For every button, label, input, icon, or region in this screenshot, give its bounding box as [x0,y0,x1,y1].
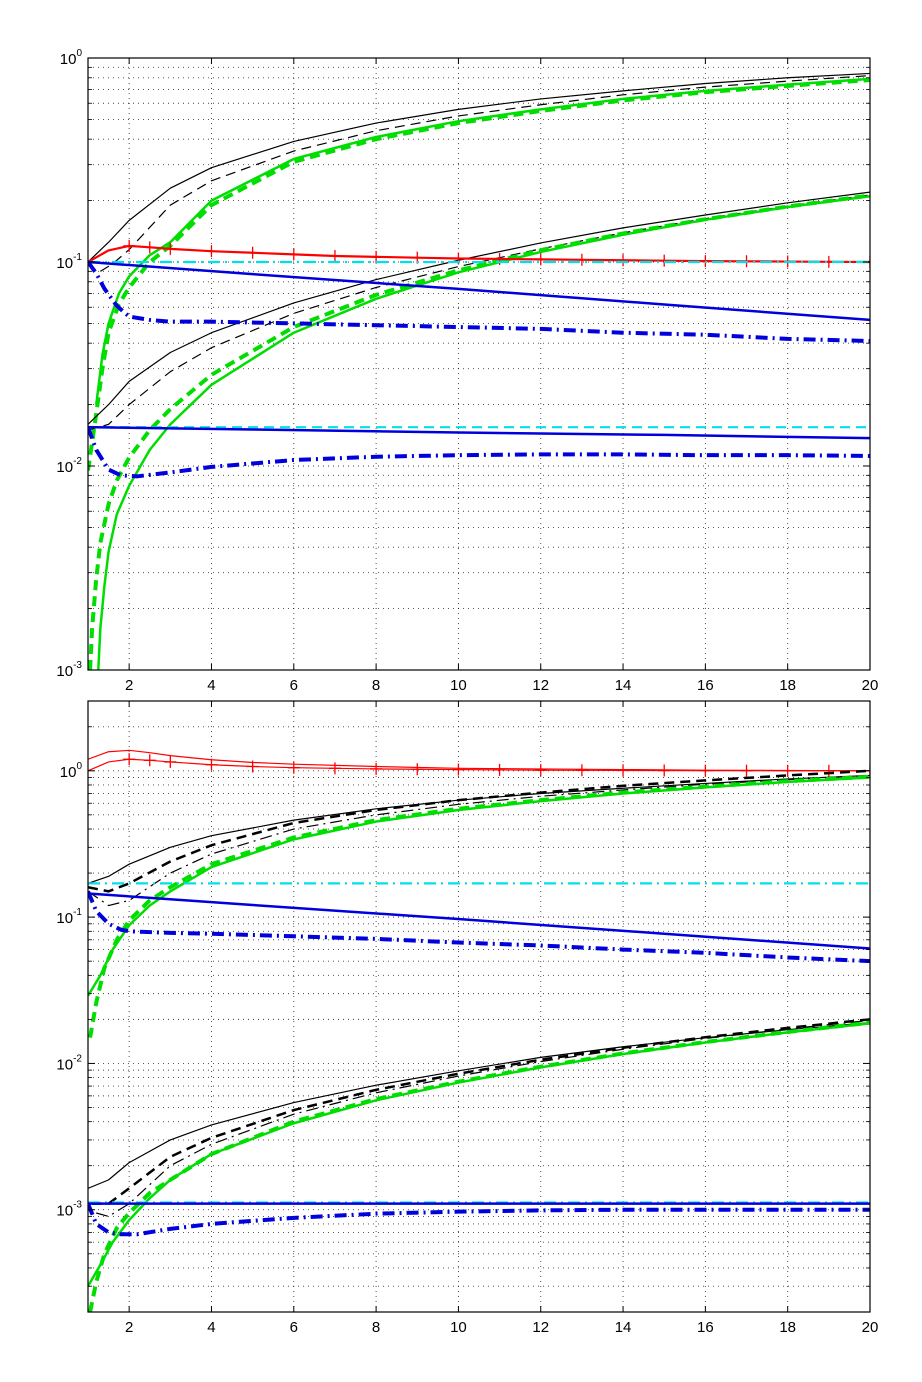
x-tick-label: 8 [372,1319,380,1336]
plus-marker [205,758,218,771]
plus-marker [617,254,630,267]
series-line [88,193,870,670]
plus-marker [123,753,136,766]
x-axis: 2 4 6 8 10 12 14 16 18 20 [125,58,878,694]
y-axis: 10-3 10-2 10-1 100 [56,48,870,680]
grid [88,58,870,670]
plus-marker [205,245,218,258]
series-line [88,244,870,264]
plus-marker [534,253,547,266]
x-axis: 2 4 6 8 10 12 14 16 18 20 [125,701,878,1336]
axes-frame [87,57,871,671]
series-line [88,749,870,772]
x-tick-label: 12 [532,1319,549,1336]
y-tick-label: 10-3 [56,660,82,680]
series-line [88,769,870,893]
plus-marker [658,254,671,267]
series-group [88,749,870,1312]
series-line [88,1202,870,1237]
series-line [88,260,870,343]
series-line [88,1022,870,1287]
x-tick-label: 16 [697,677,714,694]
series-line [88,426,870,479]
series-line [88,892,870,950]
plus-marker [534,764,547,777]
series-line [88,72,870,263]
plus-marker [411,763,424,776]
y-axis: 10-3 10-2 10-1 100 [56,726,870,1287]
plus-marker [493,763,506,776]
x-tick-label: 18 [779,677,796,694]
series-line [88,758,870,772]
series-line [88,260,870,322]
series-line [88,774,870,884]
series-line [100,74,870,272]
plus-marker [246,246,259,259]
x-tick-label: 20 [862,1319,879,1336]
plus-marker [699,764,712,777]
plus-marker [575,253,588,266]
x-tick-label: 16 [697,1319,714,1336]
y-tick-label: 10-3 [56,1200,82,1220]
y-tick-label: 10-2 [56,456,82,476]
x-tick-label: 4 [207,677,215,694]
series-line [88,78,870,471]
top-panel: 2 4 6 8 10 12 14 16 18 20 10-3 10-2 10-1 100 [56,48,878,694]
plus-marker [370,250,383,263]
plus-marker [781,764,794,777]
series-line [92,1018,870,1205]
series-line [88,1020,870,1312]
y-tick-label: 10-1 [56,907,82,927]
plus-marker [658,764,671,777]
plus-marker [328,762,341,775]
plus-marker [370,762,383,775]
x-tick-label: 20 [862,677,879,694]
plus-marker [822,764,835,777]
plus-marker [143,241,156,254]
y-tick-label: 100 [60,761,83,781]
x-tick-label: 4 [207,1319,215,1336]
x-tick-label: 12 [532,677,549,694]
plus-marker [328,250,341,263]
plus-marker [123,239,136,252]
series-line [88,425,870,440]
axes-frame [87,700,871,1313]
series-line [88,776,870,997]
plus-marker [287,761,300,774]
grid [88,701,870,1312]
x-tick-label: 2 [125,677,133,694]
plus-marker [740,764,753,777]
series-line [88,191,870,425]
y-tick-label: 10-1 [56,252,82,272]
x-tick-label: 6 [290,677,298,694]
x-tick-label: 2 [125,1319,133,1336]
series-group [88,72,870,670]
series-line [96,1019,870,1218]
plus-marker [164,755,177,768]
plus-marker [617,764,630,777]
series-line [88,1022,870,1189]
plus-marker [575,764,588,777]
series-line [88,774,870,1039]
plus-marker [452,763,465,776]
series-line [88,774,870,907]
series-line [94,77,870,405]
x-tick-label: 8 [372,677,380,694]
plus-marker [287,248,300,261]
plus-marker [143,754,156,767]
plus-marker [246,760,259,773]
y-tick-label: 10-2 [56,1053,82,1073]
series-line [88,890,870,964]
x-tick-label: 14 [615,677,632,694]
plus-marker [164,242,177,255]
bottom-panel: 2 4 6 8 10 12 14 16 18 20 10-3 10-2 10-1 100 [56,700,878,1336]
series-line [88,194,870,431]
x-tick-label: 10 [450,677,467,694]
y-tick-label: 100 [60,48,83,68]
x-tick-label: 10 [450,1319,467,1336]
x-tick-label: 14 [615,1319,632,1336]
x-tick-label: 18 [779,1319,796,1336]
x-tick-label: 6 [290,1319,298,1336]
